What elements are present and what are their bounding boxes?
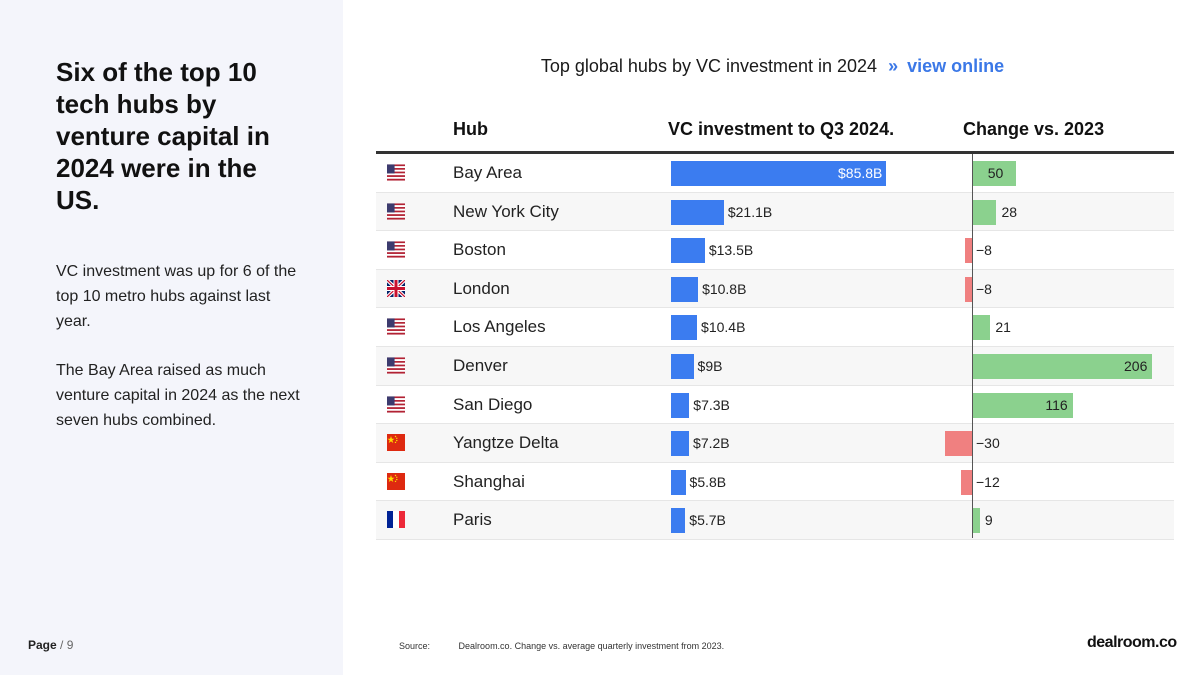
dealroom-logo: dealroom.co xyxy=(1087,634,1177,651)
change-bar xyxy=(972,161,1016,186)
page-number: Page / 9 xyxy=(28,638,73,652)
change-value-label: 50 xyxy=(987,165,1004,181)
paragraph-2: The Bay Area raised as much venture capi… xyxy=(56,362,300,429)
vc-bar xyxy=(671,199,724,225)
table-row: Shanghai $5.8B −12 xyxy=(376,463,1174,502)
hub-name: San Diego xyxy=(453,394,533,414)
column-header-vc: VC investment to Q3 2024. xyxy=(668,119,895,139)
flag-us-icon xyxy=(387,357,405,374)
vc-bar xyxy=(671,161,886,186)
change-bar xyxy=(972,353,1152,379)
vc-value-label: $10.8B xyxy=(702,280,747,297)
vc-bar xyxy=(671,238,705,264)
vc-value-label: $85.8B xyxy=(838,165,883,181)
hub-name: Denver xyxy=(453,355,508,375)
hub-name: New York City xyxy=(453,201,559,221)
hub-name: London xyxy=(453,278,510,298)
left-panel xyxy=(0,0,343,675)
change-value-label: 206 xyxy=(1124,357,1148,374)
change-value-label: −8 xyxy=(976,242,992,259)
source-text: Dealroom.co. Change vs. average quarterl… xyxy=(458,641,725,651)
hub-name: Paris xyxy=(453,510,492,530)
change-value-label: 28 xyxy=(1001,203,1018,220)
change-value-label: −8 xyxy=(976,280,992,297)
hub-name: Yangtze Delta xyxy=(453,433,559,453)
vc-bar xyxy=(671,392,690,418)
paragraph-1: VC investment was up for 6 of the top 10… xyxy=(56,263,297,330)
change-bar xyxy=(945,431,972,457)
view-online-link[interactable]: view online xyxy=(907,56,1005,76)
change-value-label: 9 xyxy=(984,512,993,529)
flag-cn-icon xyxy=(387,472,405,490)
table-row: New York City $21.1B 28 xyxy=(376,192,1174,232)
change-bar xyxy=(972,315,991,341)
change-bar xyxy=(972,392,1074,418)
hub-name: Boston xyxy=(453,240,506,260)
flag-us-icon xyxy=(387,164,405,181)
table-row: Boston $13.5B −8 xyxy=(376,231,1174,270)
vc-value-label: $10.4B xyxy=(701,319,746,336)
hub-name: Bay Area xyxy=(453,163,522,182)
headline: Six of the top 10 tech hubs by venture c… xyxy=(56,57,270,215)
vc-bar xyxy=(671,431,690,457)
chart-title-text: Top global hubs by VC investment in 2024 xyxy=(540,56,878,76)
source-note: Source: Dealroom.co. Change vs. average … xyxy=(399,641,724,651)
page-label: Page xyxy=(28,638,57,652)
table-row: Los Angeles $10.4B 21 xyxy=(376,308,1174,347)
vc-bar xyxy=(671,508,686,534)
flag-us-icon xyxy=(387,203,405,220)
hub-name: Shanghai xyxy=(453,471,525,491)
vc-bar xyxy=(671,276,699,302)
flag-uk-icon xyxy=(385,278,407,299)
change-value-label: −12 xyxy=(976,473,1000,490)
column-header-change: Change vs. 2023 xyxy=(963,119,1105,139)
table-row: Paris $5.7B 9 xyxy=(376,501,1174,540)
column-header-hub: Hub xyxy=(453,119,488,139)
vc-value-label: $21.1B xyxy=(727,203,773,220)
vc-bar xyxy=(671,315,698,341)
change-value-label: 116 xyxy=(1045,396,1068,413)
change-bar xyxy=(961,469,972,495)
flag-us-icon xyxy=(387,318,405,335)
change-bar xyxy=(972,199,997,225)
table-row: San Diego $7.3B 116 xyxy=(376,386,1174,425)
vc-value-label: $9B xyxy=(697,357,723,374)
zero-axis-line xyxy=(972,154,973,538)
flag-fr-icon xyxy=(387,511,405,529)
vc-value-label: $5.8B xyxy=(689,473,727,490)
flag-us-icon xyxy=(387,396,405,413)
table-row: Bay Area $85.8B 50 xyxy=(376,154,1174,193)
change-value-label: −30 xyxy=(976,435,1000,452)
chevron-right-icon: » xyxy=(888,56,899,76)
chart-title: Top global hubs by VC investment in 2024… xyxy=(400,56,1145,77)
page-total: / 9 xyxy=(60,638,74,652)
source-label: Source: xyxy=(399,641,431,651)
vc-value-label: $5.7B xyxy=(689,512,726,529)
change-bar xyxy=(964,276,972,302)
data-table: Bay Area $85.8B 50 New York City $21.1B 28 Bos… xyxy=(376,154,1174,540)
vc-value-label: $7.2B xyxy=(693,435,730,452)
vc-bar xyxy=(671,469,686,495)
change-value-label: 21 xyxy=(995,319,1011,336)
header-rule xyxy=(376,151,1174,154)
vc-bar xyxy=(671,353,694,379)
table-row: London $10.8B −8 xyxy=(376,269,1174,309)
vc-value-label: $7.3B xyxy=(693,396,730,413)
change-bar xyxy=(972,508,980,534)
table-row: Yangtze Delta $7.2B −30 xyxy=(376,424,1174,463)
flag-us-icon xyxy=(387,241,405,258)
change-bar xyxy=(964,238,972,264)
hub-name: Los Angeles xyxy=(453,317,546,337)
table-row: Denver $9B 206 xyxy=(376,346,1174,386)
vc-value-label: $13.5B xyxy=(708,242,754,259)
flag-cn-icon xyxy=(387,434,405,452)
